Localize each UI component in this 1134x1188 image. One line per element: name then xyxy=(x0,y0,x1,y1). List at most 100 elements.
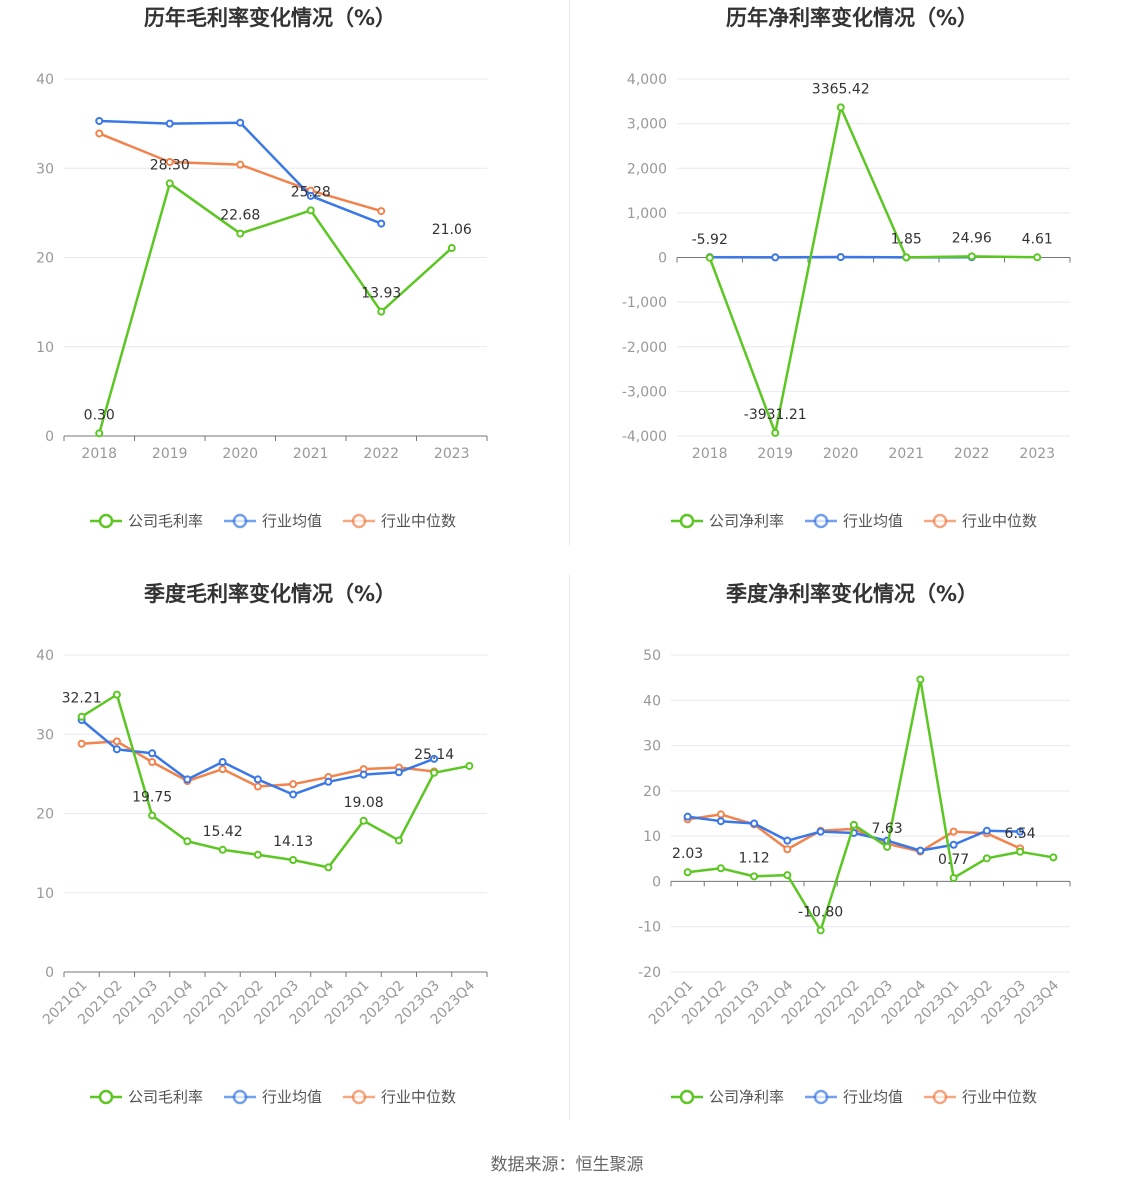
legend-label: 行业均值 xyxy=(262,512,322,530)
legend-marker xyxy=(232,1089,248,1105)
y-tick-label: 10 xyxy=(36,340,54,356)
legend-item-avg: 行业均值 xyxy=(224,1088,322,1106)
y-tick-label: 0 xyxy=(45,965,54,981)
legend-item-company: 公司毛利率 xyxy=(90,1088,203,1106)
x-tick-label: 2020 xyxy=(823,446,859,462)
data-point-avg xyxy=(253,775,262,784)
data-point-avg xyxy=(683,812,692,821)
legend-marker xyxy=(232,513,248,529)
data-point-company xyxy=(982,854,991,863)
data-point-median xyxy=(218,765,227,774)
legend-label: 行业均值 xyxy=(843,512,903,530)
data-point-company xyxy=(289,856,298,865)
y-tick-label: 30 xyxy=(36,727,54,743)
y-tick-label: -3,000 xyxy=(622,384,667,400)
data-point-company xyxy=(771,428,780,437)
data-point-median xyxy=(148,757,157,766)
data-label: 0.30 xyxy=(84,407,115,423)
series-line-company xyxy=(708,106,1038,435)
legend-item-median: 行业中位数 xyxy=(924,512,1037,530)
data-point-company xyxy=(447,244,456,253)
y-tick-label: 40 xyxy=(643,693,661,709)
data-point-avg xyxy=(816,827,825,836)
data-point-avg xyxy=(95,116,104,125)
data-point-avg xyxy=(836,253,845,262)
chart-quarterly-net-margin: 季度净利率变化情况（%）-20-10010203040502021Q12021Q… xyxy=(638,582,1071,1106)
legend-item-company: 公司净利率 xyxy=(671,1088,784,1106)
data-point-avg xyxy=(359,770,368,779)
data-point-avg xyxy=(783,836,792,845)
data-point-company xyxy=(183,837,192,846)
data-point-median xyxy=(289,780,298,789)
legend-item-median: 行业中位数 xyxy=(924,1088,1037,1106)
series-line-median xyxy=(98,132,382,213)
y-tick-label: -20 xyxy=(638,965,661,981)
data-label: 21.06 xyxy=(432,222,472,238)
legend-item-avg: 行业均值 xyxy=(224,512,322,530)
y-tick-label: 20 xyxy=(36,251,54,267)
data-point-avg xyxy=(112,745,121,754)
legend-label: 公司净利率 xyxy=(709,512,784,530)
data-label: 7.63 xyxy=(872,821,903,837)
data-point-avg xyxy=(165,119,174,128)
y-tick-label: 30 xyxy=(643,739,661,755)
chart-quarterly-gross-margin: 季度毛利率变化情况（%）0102030402021Q12021Q22021Q32… xyxy=(36,582,488,1106)
data-point-median xyxy=(716,810,725,819)
x-tick-label: 2023 xyxy=(434,446,470,462)
data-point-company xyxy=(324,863,333,872)
data-point-company xyxy=(77,712,86,721)
chart-title: 季度净利率变化情况（%） xyxy=(726,582,978,606)
data-point-company xyxy=(394,836,403,845)
legend-item-median: 行业中位数 xyxy=(343,512,456,530)
x-tick-label: 2019 xyxy=(757,446,793,462)
legend-marker xyxy=(351,513,367,529)
data-label: 14.13 xyxy=(273,834,313,850)
legend-marker xyxy=(932,513,948,529)
chart-title: 历年净利率变化情况（%） xyxy=(726,6,978,30)
data-label: 28.30 xyxy=(150,157,190,173)
data-point-company xyxy=(236,229,245,238)
x-tick-label: 2022 xyxy=(363,446,399,462)
data-source-note: 数据来源：恒生聚源 xyxy=(490,1155,644,1175)
data-point-company xyxy=(1033,253,1042,262)
data-label: 24.96 xyxy=(952,230,992,246)
data-point-company xyxy=(849,820,858,829)
legend-marker xyxy=(351,1089,367,1105)
legend-marker xyxy=(679,513,695,529)
chart-panel-annual-net-margin: 历年净利率变化情况（%） -4,000 -3,000 -2,000 -1,000 0 1,0… xyxy=(582,0,1134,576)
data-point-median xyxy=(949,827,958,836)
x-tick-label: 2018 xyxy=(692,446,728,462)
y-tick-label: 40 xyxy=(36,72,54,88)
data-point-avg xyxy=(771,253,780,262)
y-tick-label: 30 xyxy=(36,161,54,177)
y-tick-label: 50 xyxy=(643,648,661,664)
legend-label: 公司毛利率 xyxy=(128,512,203,530)
vertical-divider-top xyxy=(569,0,570,545)
legend-marker xyxy=(813,513,829,529)
data-point-avg xyxy=(289,790,298,799)
data-point-avg xyxy=(430,754,439,763)
data-point-median xyxy=(77,739,86,748)
y-tick-label: 10 xyxy=(643,829,661,845)
data-label: 19.08 xyxy=(344,795,384,811)
data-point-company xyxy=(949,873,958,882)
legend-label: 行业中位数 xyxy=(962,512,1037,530)
data-point-median xyxy=(165,158,174,167)
data-point-company xyxy=(783,871,792,880)
data-point-company xyxy=(1049,853,1058,862)
chart-panel-quarterly-gross-margin: 季度毛利率变化情况（%） 0 10 20 30 40 2021Q1 2021Q2 2021Q3 2… xyxy=(0,576,567,1152)
chart-annual-net-margin: 历年净利率变化情况（%） -4,000 -3,000 -2,000 -1,000 0 1,0… xyxy=(622,6,1071,530)
data-point-avg xyxy=(716,817,725,826)
data-label: 2.03 xyxy=(672,846,703,862)
y-tick-label: 20 xyxy=(643,784,661,800)
y-tick-label: 0 xyxy=(45,429,54,445)
y-tick-label: 1,000 xyxy=(627,206,667,222)
data-label: 19.75 xyxy=(132,789,172,805)
x-tick-label: 2023 xyxy=(1019,446,1055,462)
y-tick-label: 4,000 xyxy=(627,72,667,88)
data-point-company xyxy=(95,429,104,438)
data-point-avg xyxy=(218,757,227,766)
data-point-avg xyxy=(324,777,333,786)
legend-label: 行业中位数 xyxy=(381,1088,456,1106)
y-tick-label: 0 xyxy=(652,874,661,890)
